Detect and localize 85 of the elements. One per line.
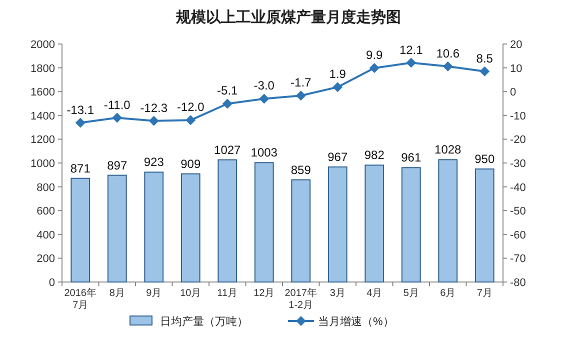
x-tick-label: 6月 [440,288,456,299]
data-label: -5.1 [217,84,238,98]
point [296,90,306,101]
legend-label: 当月增速（%） [318,315,394,328]
bar [107,174,127,282]
data-label: 1.9 [329,67,346,82]
x-tick-label: 10月 [180,288,202,299]
data-label: -11.0 [104,98,131,112]
data-label: 909 [180,156,201,171]
data-label: 12.1 [399,42,424,57]
y2-tick-label: 20 [510,39,522,51]
y-tick-label: 1600 [30,86,55,99]
data-label: 871 [70,161,91,176]
data-label: 897 [107,158,128,172]
point [259,94,270,104]
y2-tick-label: -80 [510,277,526,289]
chart-title: 规模以上工业原煤产量月度走势图 [175,8,401,26]
y2-tick-label: 0 [510,86,516,99]
y-tick-label: 400 [36,229,55,242]
y2-tick-label: -50 [510,206,526,218]
point [406,58,416,68]
data-label: -1.7 [290,76,312,90]
bar [144,172,164,282]
y-tick-label: 200 [36,253,55,266]
data-label: 1028 [434,142,462,157]
y-tick-label: 1000 [30,158,55,170]
data-label: 961 [401,150,422,165]
data-label: -13.1 [66,102,94,117]
y2-tick-label: -10 [510,110,526,122]
x-tick-label: 8月 [109,288,125,299]
data-label: 923 [144,155,164,170]
y-tick-label: 800 [36,182,55,194]
point [369,63,380,74]
x-tick-label: 5月 [403,288,419,299]
x-tick-label: 2016年 7月 [64,287,96,311]
bar [438,159,458,282]
data-label: 8.5 [476,51,494,66]
y2-tick-label: -70 [510,253,526,266]
x-tick-label: 2017年 1-2月 [284,287,317,311]
y-tick-label: 600 [36,206,55,218]
data-label: -12.3 [140,100,168,115]
point [332,82,343,92]
data-label: 10.6 [436,46,460,60]
data-label: 950 [474,152,495,166]
bar [401,167,421,282]
y-tick-label: 2000 [30,39,55,51]
point [222,98,232,109]
x-tick-label: 9月 [146,288,162,299]
bar [70,178,90,282]
legend-label: 日均产量（万吨） [160,315,248,328]
bar [180,173,200,282]
data-label: 982 [364,148,385,162]
data-label: 1003 [250,146,278,160]
x-tick-label: 4月 [366,288,382,299]
x-tick-label: 7月 [476,288,492,299]
y-tick-label: 0 [48,277,55,289]
data-label: -3.0 [254,78,275,93]
point [442,61,453,72]
bar [254,162,274,282]
y-tick-label: 1200 [30,134,55,146]
point [148,116,159,126]
y2-tick-label: -20 [510,134,526,146]
data-label: -12.0 [176,100,205,114]
point [186,115,196,126]
bar [218,159,238,282]
data-label: 9.9 [366,48,384,62]
data-label: 967 [328,150,348,164]
bar [364,164,384,282]
data-label: 1027 [214,142,242,157]
x-tick-label: 11月 [217,288,238,299]
y2-tick-label: -40 [510,182,526,194]
y2-tick-label: 10 [510,62,522,75]
bar [328,166,348,282]
bar [474,168,494,282]
point [112,112,122,123]
y-tick-label: 1800 [30,62,55,75]
data-label: 859 [290,162,312,177]
bar [291,179,311,282]
y2-tick-label: -30 [510,158,526,170]
y2-tick-label: -60 [510,229,526,242]
x-tick-label: 12月 [254,288,275,299]
x-tick-label: 3月 [330,288,346,299]
point [480,66,490,76]
point [75,118,86,128]
y-tick-label: 1400 [30,110,55,122]
